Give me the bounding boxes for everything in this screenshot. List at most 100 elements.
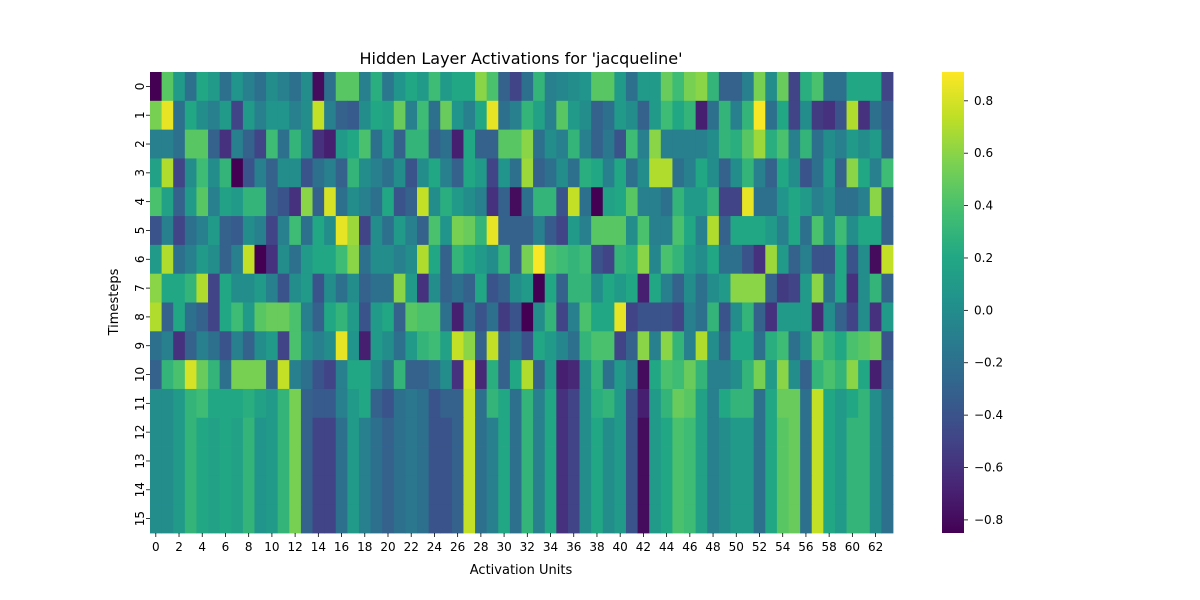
heatmap-cell — [335, 504, 348, 534]
heatmap-cell — [869, 273, 882, 303]
heatmap-cell — [231, 417, 244, 447]
heatmap-cell — [266, 446, 279, 476]
heatmap-cell — [672, 158, 685, 188]
heatmap-cell — [231, 388, 244, 419]
heatmap-cell — [358, 360, 371, 390]
heatmap-cell — [544, 331, 557, 361]
heatmap-cell — [834, 72, 847, 102]
heatmap-cell — [637, 158, 650, 188]
heatmap-cell — [776, 244, 789, 275]
heatmap-cell — [486, 158, 499, 188]
heatmap-cell — [266, 360, 279, 390]
heatmap-cell — [208, 129, 221, 159]
heatmap-cell — [776, 100, 789, 131]
heatmap-cell — [846, 273, 859, 303]
heatmap-cell — [289, 273, 302, 303]
heatmap-cell — [544, 129, 557, 159]
heatmap-cell — [428, 417, 441, 447]
heatmap-cell — [347, 446, 360, 476]
heatmap-cell — [800, 360, 813, 390]
heatmap-cell — [196, 100, 209, 131]
heatmap-cell — [196, 158, 209, 188]
heatmap-cell — [579, 475, 592, 505]
heatmap-cell — [417, 504, 430, 534]
heatmap-cell — [347, 100, 360, 131]
heatmap-cell — [788, 446, 801, 476]
heatmap-cell — [521, 129, 534, 159]
heatmap-cell — [161, 417, 174, 447]
heatmap-cell — [196, 129, 209, 159]
heatmap-cell — [277, 244, 290, 275]
colorbar-tick-label: −0.4 — [974, 408, 1003, 422]
heatmap-cell — [637, 360, 650, 390]
heatmap-cell — [800, 388, 813, 419]
heatmap-cell — [637, 504, 650, 534]
heatmap-cell — [509, 100, 522, 131]
heatmap-cell — [567, 187, 580, 217]
heatmap-cell — [567, 216, 580, 246]
heatmap-cell — [533, 475, 546, 505]
heatmap-cell — [173, 100, 186, 131]
heatmap-cell — [718, 100, 731, 131]
heatmap-cell — [521, 187, 534, 217]
heatmap-cell — [451, 475, 464, 505]
heatmap-cell — [544, 187, 557, 217]
heatmap-cell — [254, 273, 267, 303]
heatmap-cell — [393, 100, 406, 131]
heatmap-cell — [498, 216, 511, 246]
heatmap-cell — [219, 158, 232, 188]
heatmap-cell — [300, 187, 313, 217]
heatmap-cell — [730, 388, 743, 419]
heatmap-cell — [451, 244, 464, 275]
heatmap-cell — [300, 158, 313, 188]
heatmap-cell — [219, 216, 232, 246]
heatmap-cell — [150, 504, 163, 534]
heatmap-cell — [881, 475, 894, 505]
heatmap-cell — [312, 446, 325, 476]
heatmap-cell — [382, 72, 395, 102]
heatmap-cell — [289, 72, 302, 102]
heatmap-cell — [196, 331, 209, 361]
heatmap-cell — [219, 302, 232, 332]
heatmap-cell — [347, 302, 360, 332]
heatmap-cell — [846, 475, 859, 505]
heatmap-cell — [730, 100, 743, 131]
heatmap-cell — [788, 72, 801, 102]
heatmap-cell — [765, 302, 778, 332]
heatmap-cell — [533, 446, 546, 476]
heatmap-cell — [277, 446, 290, 476]
heatmap-cell — [161, 360, 174, 390]
heatmap-cell — [858, 388, 871, 419]
heatmap-cell — [834, 273, 847, 303]
heatmap-cell — [428, 331, 441, 361]
heatmap-cell — [417, 273, 430, 303]
heatmap-cell — [161, 187, 174, 217]
heatmap-cell — [370, 302, 383, 332]
heatmap-cell — [637, 129, 650, 159]
heatmap-cell — [382, 129, 395, 159]
heatmap-cell — [358, 475, 371, 505]
heatmap-cell — [208, 158, 221, 188]
heatmap-cell — [707, 72, 720, 102]
heatmap-cell — [266, 475, 279, 505]
heatmap-cell — [150, 475, 163, 505]
heatmap-cell — [335, 216, 348, 246]
heatmap-cell — [509, 273, 522, 303]
heatmap-cell — [765, 216, 778, 246]
heatmap-cell — [231, 216, 244, 246]
x-tick-label: 6 — [222, 540, 230, 554]
heatmap-cell — [393, 417, 406, 447]
heatmap-cell — [753, 388, 766, 419]
heatmap-cell — [742, 360, 755, 390]
heatmap-cell — [858, 187, 871, 217]
heatmap-cell — [393, 446, 406, 476]
heatmap-cell — [451, 302, 464, 332]
heatmap-cell — [382, 446, 395, 476]
heatmap-cell — [660, 475, 673, 505]
heatmap-cell — [637, 302, 650, 332]
heatmap-cell — [846, 360, 859, 390]
heatmap-cell — [684, 244, 697, 275]
heatmap-cell — [707, 273, 720, 303]
heatmap-cell — [521, 244, 534, 275]
heatmap-cell — [602, 100, 615, 131]
